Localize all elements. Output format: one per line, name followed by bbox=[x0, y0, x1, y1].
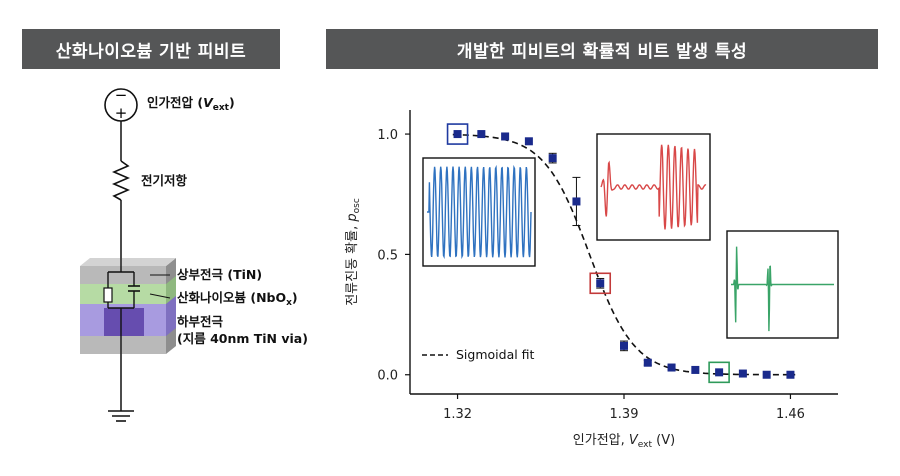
resistor-label: 전기저항 bbox=[141, 173, 188, 188]
highlight-box bbox=[446, 123, 469, 145]
inset-spike-green bbox=[726, 230, 839, 339]
oxide-layer bbox=[80, 284, 166, 304]
data-point bbox=[786, 370, 795, 379]
ground-icon bbox=[108, 410, 134, 422]
legend-label: Sigmoidal fit bbox=[456, 347, 535, 362]
bottom-electrode-label: 하부전극 bbox=[177, 314, 224, 329]
data-point bbox=[501, 132, 510, 141]
right-panel-title-text: 개발한 피비트의 확률적 비트 발생 특성 bbox=[456, 41, 748, 62]
inset-burst-red bbox=[596, 133, 711, 241]
data-point bbox=[667, 363, 676, 372]
oxide-label: 산화나이오븀 (NbOx) bbox=[177, 290, 298, 308]
data-point bbox=[572, 197, 581, 206]
right-panel-title: 개발한 피비트의 확률적 비트 발생 특성 bbox=[326, 29, 878, 69]
highlight-box bbox=[708, 361, 730, 384]
data-point bbox=[524, 137, 533, 146]
substrate-layer bbox=[80, 336, 166, 354]
data-points bbox=[446, 123, 795, 384]
data-point bbox=[715, 368, 724, 377]
source-plus-sign: + bbox=[115, 104, 128, 122]
x-tick-label: 1.32 bbox=[443, 407, 472, 422]
chart-legend: Sigmoidal fit bbox=[422, 347, 535, 362]
chart-axes: 1.32 1.39 1.46 0.0 0.5 1.0 bbox=[377, 110, 838, 422]
left-panel-title-text: 산화나이오븀 기반 피비트 bbox=[55, 41, 247, 62]
device-stack bbox=[80, 258, 176, 354]
fit-curve-path bbox=[452, 133, 796, 376]
sigmoid-fit-curve bbox=[452, 133, 796, 376]
left-panel-title: 산화나이오븀 기반 피비트 bbox=[22, 29, 280, 69]
data-point bbox=[762, 370, 771, 379]
inset-burst-red-waveform bbox=[600, 144, 707, 230]
data-point bbox=[453, 130, 462, 139]
y-tick-label: 0.0 bbox=[377, 369, 398, 384]
x-tick-label: 1.39 bbox=[610, 407, 639, 422]
inset-oscillation-blue bbox=[422, 157, 536, 267]
source-minus-sign: − bbox=[115, 86, 128, 104]
inset-oscillation-blue-waveform bbox=[427, 164, 532, 260]
x-axis-label: 인가전압, Vext (V) bbox=[573, 433, 675, 450]
data-point bbox=[643, 358, 652, 367]
resistor-icon bbox=[111, 160, 131, 201]
y-axis-label: 전류진동 확률, posc bbox=[345, 198, 362, 306]
data-point bbox=[620, 341, 628, 350]
bottom-electrode-detail: (지름 40nm TiN via) bbox=[177, 331, 308, 346]
y-tick-label: 0.5 bbox=[377, 248, 398, 263]
top-electrode-label: 상부전극 (TiN) bbox=[177, 267, 262, 282]
data-point bbox=[691, 365, 700, 374]
inset-spike-green-waveform bbox=[731, 246, 834, 332]
voltage-label: 인가전압 (Vext) bbox=[147, 95, 235, 113]
circuit-diagram: − + 인가전압 (Vext) 전기저항 상부전극 (TiN) bbox=[80, 86, 308, 422]
data-point bbox=[548, 154, 557, 163]
x-tick-label: 1.46 bbox=[776, 407, 805, 422]
highlight-box bbox=[589, 272, 612, 295]
tin-via bbox=[104, 308, 144, 336]
top-electrode-layer bbox=[80, 266, 166, 284]
y-tick-label: 1.0 bbox=[377, 128, 398, 143]
data-point bbox=[477, 130, 486, 139]
data-point bbox=[596, 279, 605, 288]
probability-chart: 1.32 1.39 1.46 0.0 0.5 1.0 Sigmoidal fit 인가전압… bbox=[345, 110, 839, 450]
data-point bbox=[738, 369, 747, 378]
waveform-insets bbox=[422, 133, 839, 339]
